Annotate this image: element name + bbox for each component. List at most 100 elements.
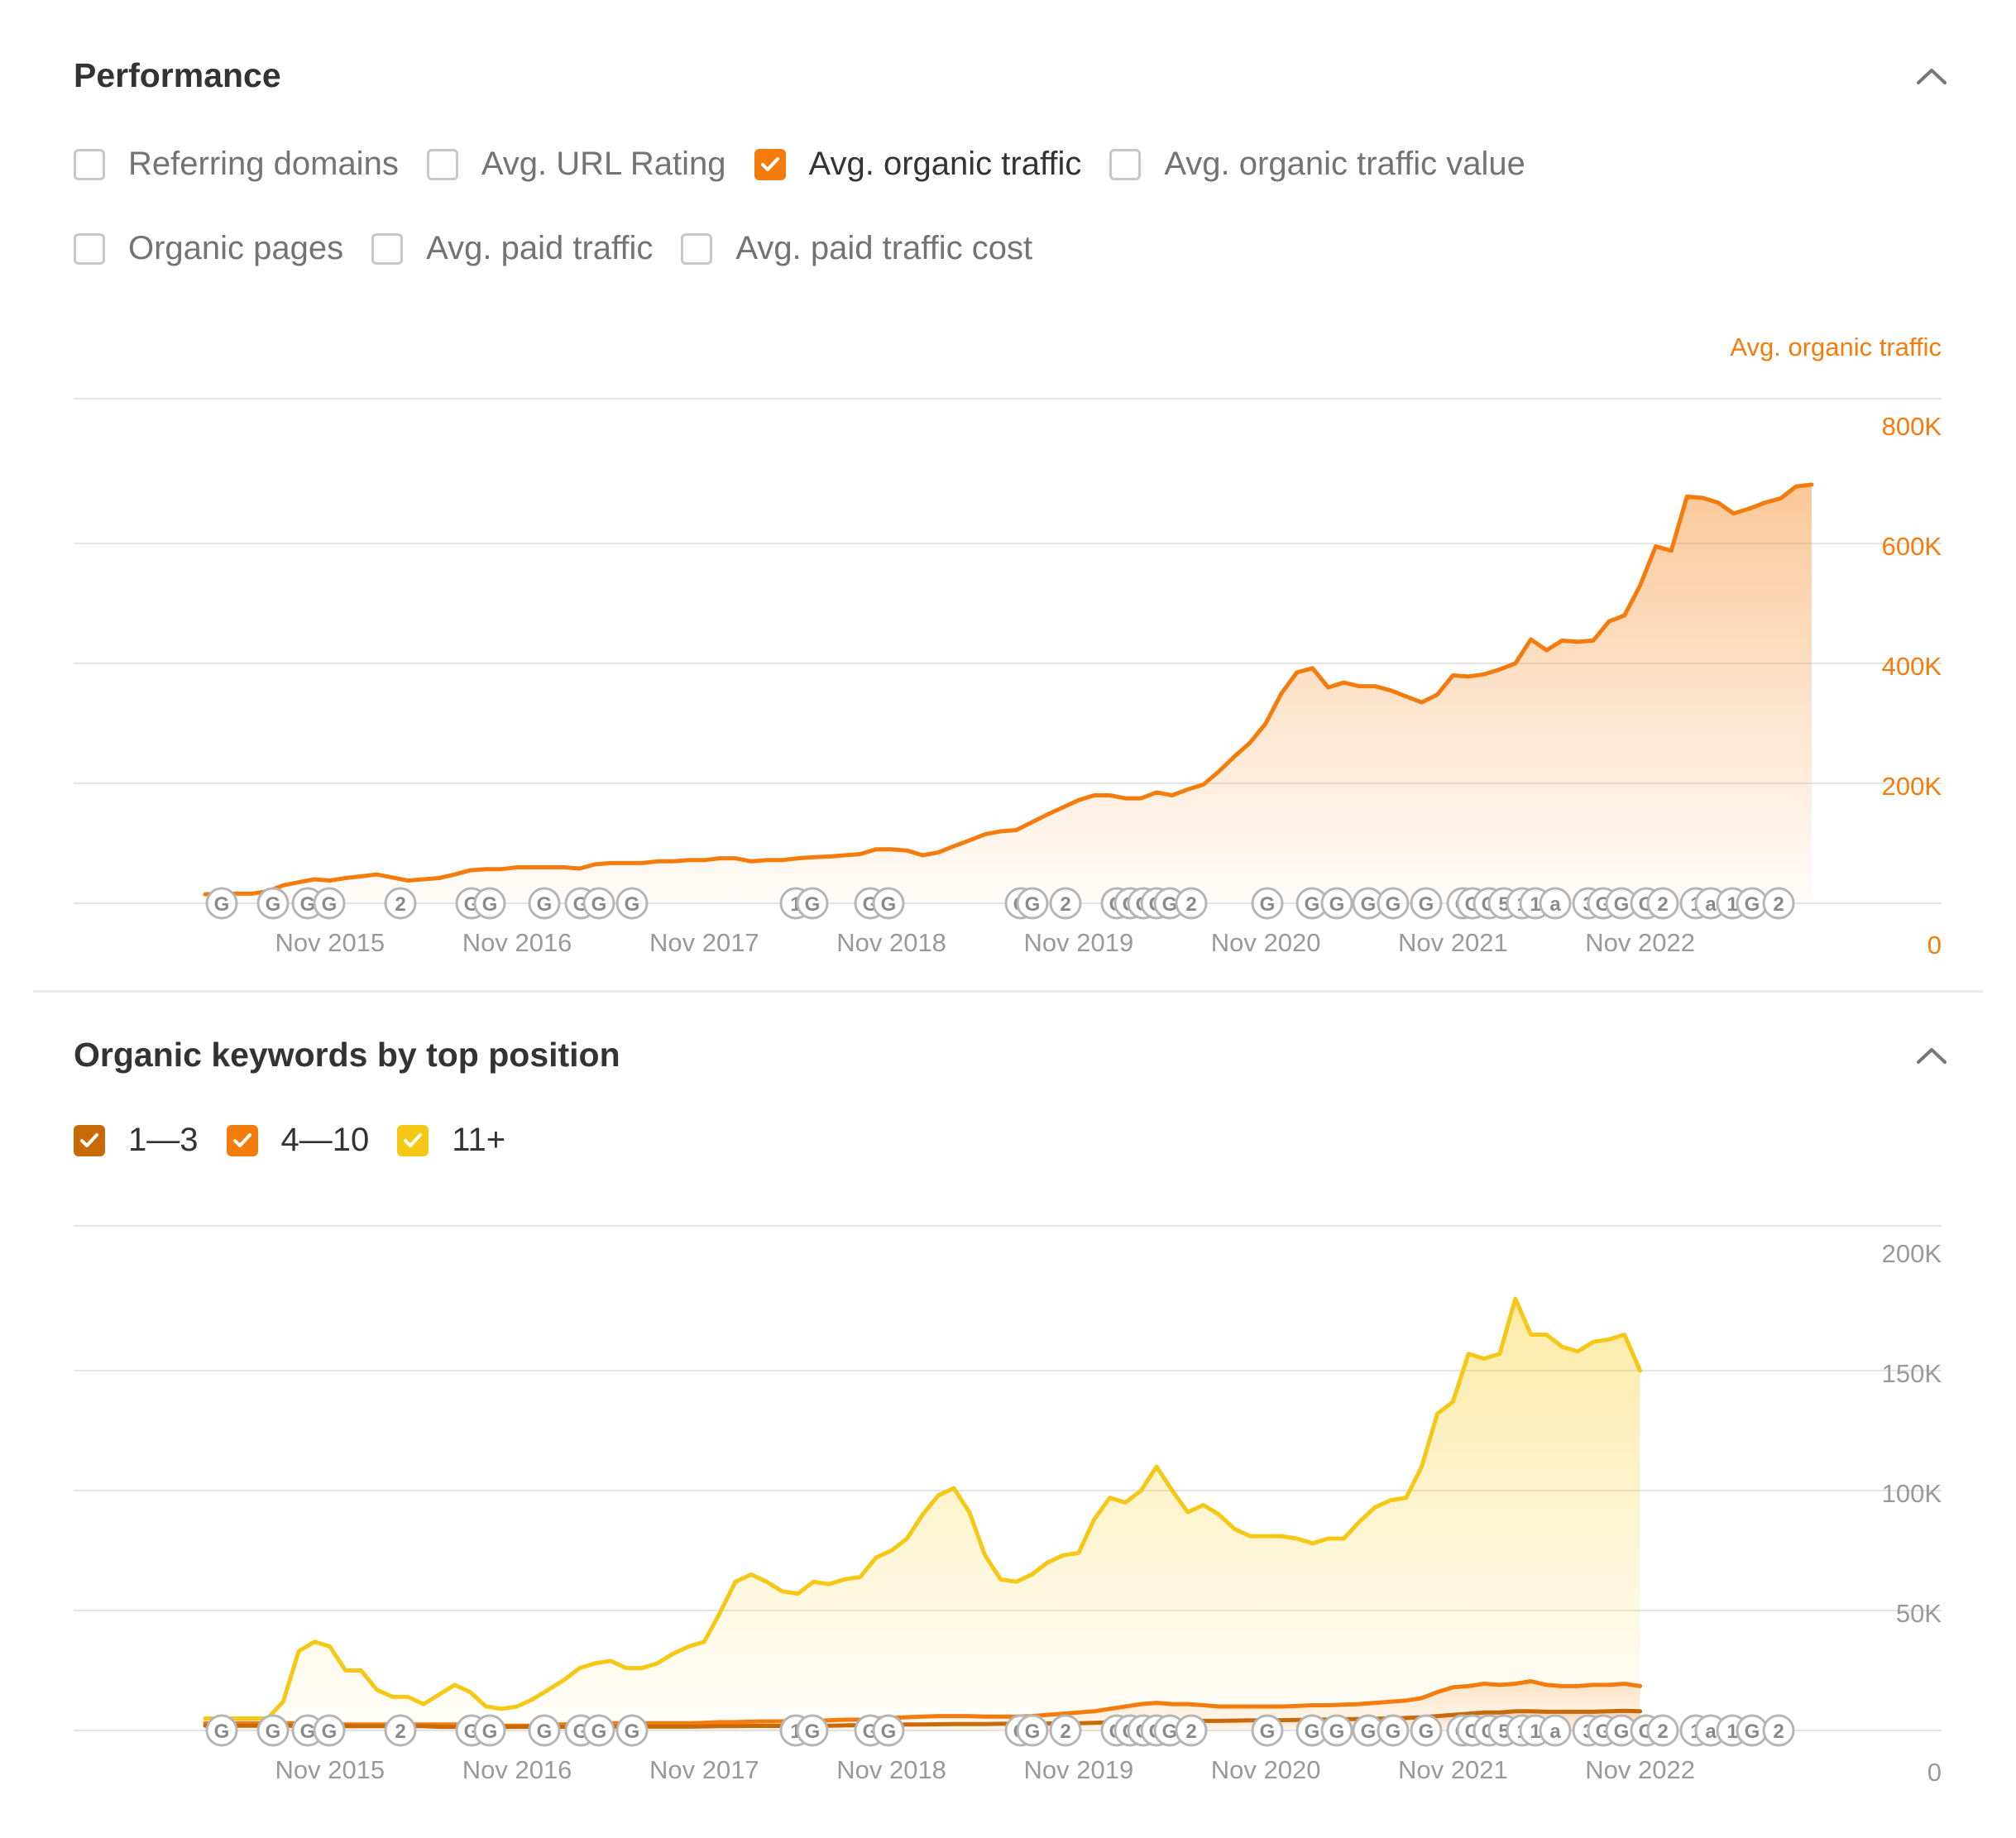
annotation-marker: G <box>1016 1714 1049 1747</box>
annotation-marker: G <box>205 1714 238 1747</box>
marker-label: G <box>1614 1721 1630 1743</box>
x-tick-label: Nov 2021 <box>1398 1755 1508 1784</box>
marker-circle <box>1377 887 1410 920</box>
checkbox[interactable] <box>371 232 404 265</box>
marker-label: 1 <box>1726 893 1737 916</box>
checkbox[interactable] <box>74 148 105 180</box>
x-tick-label: Nov 2020 <box>1211 1755 1321 1784</box>
option-referring-domains[interactable]: Referring domains <box>74 146 399 183</box>
annotation-marker: 2 <box>1762 1714 1795 1747</box>
option-avg-url-rating[interactable]: Avg. URL Rating <box>426 146 726 183</box>
marker-label: G <box>1745 893 1760 916</box>
option-avg-organic-traffic-value[interactable]: Avg. organic traffic value <box>1109 146 1525 183</box>
x-tick-label: Nov 2022 <box>1585 1755 1695 1784</box>
marker-label: G <box>1305 893 1320 916</box>
marker-label: G <box>1386 1721 1401 1743</box>
marker-label: 1 <box>1530 1721 1540 1743</box>
marker-circle <box>473 1714 506 1747</box>
position-legend: 1—3 4—10 11+ <box>74 1122 534 1159</box>
legend-item-4-10[interactable]: 4—10 <box>226 1122 369 1159</box>
annotation-marker: G <box>1016 887 1049 920</box>
option-avg-paid-traffic-cost[interactable]: Avg. paid traffic cost <box>681 230 1032 267</box>
marker-circle <box>1410 1714 1443 1747</box>
y-tick-label: 600K <box>1882 532 1942 561</box>
option-avg-organic-traffic[interactable]: Avg. organic traffic <box>754 146 1081 183</box>
marker-circle <box>1377 1714 1410 1747</box>
series-area <box>205 484 1812 903</box>
marker-circle <box>1251 887 1284 920</box>
marker-label: G <box>300 1721 316 1743</box>
marker-label: a <box>1705 1721 1717 1743</box>
x-tick-label: Nov 2015 <box>275 1755 385 1784</box>
marker-circle <box>1762 1714 1795 1747</box>
marker-circle <box>313 1714 346 1747</box>
marker-circle <box>872 1714 905 1747</box>
annotation-marker: 2 <box>384 887 417 920</box>
checkbox[interactable] <box>74 232 105 265</box>
marker-circle <box>528 1714 561 1747</box>
x-tick-label: Nov 2019 <box>1023 1755 1133 1784</box>
marker-circle <box>1646 1714 1679 1747</box>
x-tick-label: Nov 2021 <box>1398 928 1508 957</box>
keywords-collapse-button[interactable] <box>1907 1031 1956 1080</box>
marker-label: G <box>322 893 338 916</box>
x-tick-label: Nov 2019 <box>1023 928 1133 957</box>
option-label: Avg. URL Rating <box>481 146 726 182</box>
marker-circle <box>205 887 238 920</box>
marker-circle <box>473 887 506 920</box>
marker-label: G <box>1260 1721 1276 1743</box>
marker-label: G <box>1162 1721 1178 1743</box>
legend-item-1-3[interactable]: 1—3 <box>74 1122 199 1159</box>
annotation-marker: G <box>1320 1714 1353 1747</box>
marker-label: G <box>1162 893 1178 916</box>
y-tick-label: 0 <box>1927 931 1942 960</box>
marker-circle <box>1410 887 1443 920</box>
marker-circle <box>1049 887 1082 920</box>
annotation-marker: G <box>615 1714 649 1747</box>
option-avg-paid-traffic[interactable]: Avg. paid traffic <box>371 230 653 267</box>
marker-label: G <box>1305 1721 1320 1743</box>
marker-label: 2 <box>1773 893 1784 916</box>
legend-item-11-plus[interactable]: 11+ <box>397 1122 505 1159</box>
annotation-marker: G <box>1377 887 1410 920</box>
performance-collapse-button[interactable] <box>1907 51 1956 101</box>
x-tick-label: Nov 2017 <box>649 928 759 957</box>
annotation-marker: G <box>1410 1714 1443 1747</box>
marker-label: G <box>214 1721 230 1743</box>
marker-circle <box>1175 887 1208 920</box>
checkbox-checked[interactable] <box>226 1124 258 1156</box>
checkbox-checked[interactable] <box>754 148 786 180</box>
annotation-marker: G <box>582 1714 615 1747</box>
marker-circle <box>1016 887 1049 920</box>
check-icon <box>232 1132 251 1147</box>
marker-label: G <box>1386 893 1401 916</box>
marker-label: a <box>1549 893 1561 916</box>
marker-label: a <box>1549 1721 1561 1743</box>
checkbox[interactable] <box>426 148 458 180</box>
checkbox[interactable] <box>1109 148 1142 180</box>
checkbox-checked[interactable] <box>74 1124 105 1156</box>
y-tick-label: 200K <box>1882 1239 1942 1268</box>
annotation-marker: G <box>1605 1714 1638 1747</box>
marker-label: G <box>1361 1721 1377 1743</box>
annotation-marker: G <box>796 887 829 920</box>
y-tick-labels: 0 200K 400K 600K 800K <box>1882 412 1942 960</box>
annotation-marker: G <box>1251 887 1284 920</box>
marker-circle <box>313 887 346 920</box>
y-tick-label: 400K <box>1882 652 1942 681</box>
marker-circle <box>205 1714 238 1747</box>
annotation-marker: 2 <box>384 1714 417 1747</box>
annotation-marker: G <box>872 1714 905 1747</box>
marker-label: 2 <box>1060 1721 1070 1743</box>
option-organic-pages[interactable]: Organic pages <box>74 230 343 267</box>
marker-circle <box>582 887 615 920</box>
annotation-marker: G <box>1352 887 1385 920</box>
annotation-marker: G <box>256 887 290 920</box>
organic-keywords-chart: 050K100K150K200KGGGG2GGGGGG1GGGGG2GGGGG2… <box>74 1225 1942 1787</box>
marker-label: G <box>881 893 897 916</box>
y-tick-label: 200K <box>1882 772 1942 801</box>
marker-circle <box>1539 1714 1572 1747</box>
checkbox-checked[interactable] <box>397 1124 429 1156</box>
marker-label: G <box>1025 893 1041 916</box>
checkbox[interactable] <box>681 232 713 265</box>
